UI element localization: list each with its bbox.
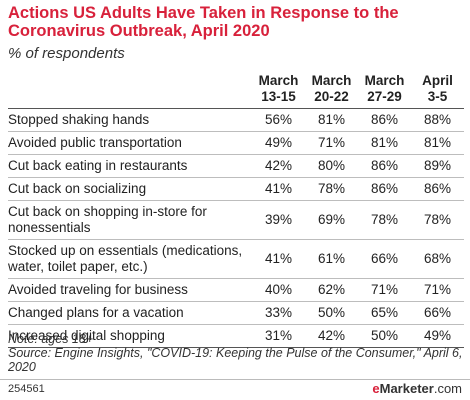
row-label: Cut back on socializing — [8, 177, 252, 201]
data-cell: 71% — [411, 278, 464, 302]
data-cell: 66% — [411, 301, 464, 325]
data-cell: 49% — [252, 131, 305, 155]
table-row: Cut back on socializing 41% 78% 86% 86% — [8, 177, 464, 201]
column-header: March 20-22 — [305, 69, 358, 109]
chart-notes: Note: ages 18+ Source: Engine Insights, … — [8, 332, 464, 374]
table-row: Stopped shaking hands 56% 81% 86% 88% — [8, 108, 464, 132]
data-cell: 49% — [411, 324, 464, 348]
data-cell: 62% — [305, 278, 358, 302]
data-cell: 56% — [252, 108, 305, 132]
row-label: Cut back on shopping in-store for noness… — [8, 200, 252, 240]
data-cell: 50% — [305, 301, 358, 325]
data-cell: 61% — [305, 239, 358, 279]
table-row: Avoided public transportation 49% 71% 81… — [8, 131, 464, 155]
table-row: Cut back eating in restaurants 42% 80% 8… — [8, 154, 464, 178]
row-label-header — [8, 69, 252, 109]
table-row: Avoided traveling for business 40% 62% 7… — [8, 278, 464, 302]
table-row: Changed plans for a vacation 33% 50% 65%… — [8, 301, 464, 325]
row-label: Increased digital shopping — [8, 324, 252, 348]
table-row: Increased digital shopping 31% 42% 50% 4… — [8, 324, 464, 348]
data-cell: 78% — [411, 200, 464, 240]
column-header-line2: 27-29 — [367, 89, 402, 104]
data-table: March 13-15 March 20-22 March 27-29 April 3-… — [8, 69, 464, 348]
data-cell: 40% — [252, 278, 305, 302]
column-header: March 27-29 — [358, 69, 411, 109]
data-cell: 42% — [252, 154, 305, 178]
chart-title: Actions US Adults Have Taken in Response… — [8, 4, 399, 40]
data-cell: 86% — [411, 177, 464, 201]
data-cell: 81% — [411, 131, 464, 155]
data-cell: 78% — [358, 200, 411, 240]
column-header-line1: March — [258, 73, 299, 88]
column-header-line1: March — [311, 73, 352, 88]
footer-divider — [0, 379, 470, 380]
data-cell: 41% — [252, 239, 305, 279]
row-label: Avoided public transportation — [8, 131, 252, 155]
data-cell: 31% — [252, 324, 305, 348]
table-row: Cut back on shopping in-store for noness… — [8, 200, 464, 240]
source-text: Source: Engine Insights, "COVID-19: Keep… — [8, 346, 463, 374]
row-label: Cut back eating in restaurants — [8, 154, 252, 178]
brand-e: e — [372, 381, 380, 396]
data-cell: 81% — [305, 108, 358, 132]
data-cell: 81% — [358, 131, 411, 155]
column-header-line2: 13-15 — [261, 89, 296, 104]
data-cell: 65% — [358, 301, 411, 325]
column-header-line2: 20-22 — [314, 89, 349, 104]
note-text: Note: ages 18+ — [8, 332, 94, 346]
data-cell: 78% — [305, 177, 358, 201]
data-cell: 86% — [358, 154, 411, 178]
data-cell: 69% — [305, 200, 358, 240]
data-cell: 41% — [252, 177, 305, 201]
column-header: April 3-5 — [411, 69, 464, 109]
data-cell: 39% — [252, 200, 305, 240]
column-header-line1: March — [364, 73, 405, 88]
column-header-line2: 3-5 — [427, 89, 448, 104]
data-cell: 80% — [305, 154, 358, 178]
row-label: Stopped shaking hands — [8, 108, 252, 132]
data-cell: 33% — [252, 301, 305, 325]
chart-subtitle: % of respondents — [8, 45, 125, 62]
column-header: March 13-15 — [252, 69, 305, 109]
data-cell: 71% — [358, 278, 411, 302]
table-row: Stocked up on essentials (medications, w… — [8, 239, 464, 279]
data-cell: 89% — [411, 154, 464, 178]
data-cell: 68% — [411, 239, 464, 279]
table-header-row: March 13-15 March 20-22 March 27-29 April 3-… — [8, 69, 464, 109]
data-cell: 50% — [358, 324, 411, 348]
row-label: Changed plans for a vacation — [8, 301, 252, 325]
chart-id: 254561 — [8, 383, 45, 395]
data-cell: 88% — [411, 108, 464, 132]
data-cell: 42% — [305, 324, 358, 348]
data-cell: 71% — [305, 131, 358, 155]
row-label: Stocked up on essentials (medications, w… — [8, 239, 252, 279]
data-cell: 86% — [358, 108, 411, 132]
brand-logo: eMarketer.com — [372, 381, 462, 396]
brand-suffix: .com — [433, 381, 462, 396]
row-label: Avoided traveling for business — [8, 278, 252, 302]
column-header-line1: April — [422, 73, 453, 88]
data-cell: 66% — [358, 239, 411, 279]
brand-name: Marketer — [379, 381, 434, 396]
data-cell: 86% — [358, 177, 411, 201]
